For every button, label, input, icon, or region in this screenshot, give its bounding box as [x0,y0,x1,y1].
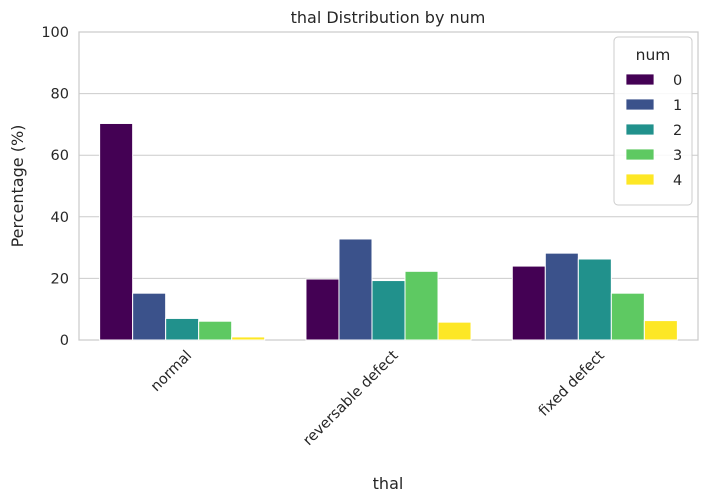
y-axis-label: Percentage (%) [8,125,27,248]
bar-normal-num-1 [132,292,167,341]
y-tick-label: 0 [60,333,69,349]
bar-reversable-defect-num-0 [305,278,340,341]
y-axis-ticks: 0 20 40 60 80 100 [41,25,69,349]
bar-fixed-defect-num-0 [511,265,546,341]
legend-label-3: 3 [673,148,682,164]
bar-reversable-defect-num-3 [404,270,439,341]
legend-swatch-1 [625,98,655,111]
legend-title: num [636,46,671,64]
legend-swatch-4 [625,173,655,186]
legend-label-4: 4 [673,173,682,189]
bar-normal-num-2 [165,317,200,341]
bar-reversable-defect-num-1 [338,238,373,341]
y-tick-label: 40 [51,210,69,226]
chart-title: thal Distribution by num [291,8,486,27]
y-tick-label: 100 [41,25,69,41]
bar-reversable-defect-num-2 [371,280,406,341]
bar-normal-num-3 [198,320,233,341]
y-tick-label: 60 [51,148,69,164]
legend: num 0 1 2 3 4 [613,36,693,206]
legend-swatch-3 [625,148,655,161]
bar-fixed-defect-num-2 [577,258,612,341]
legend-swatch-0 [625,73,655,86]
bar-fixed-defect-num-1 [544,252,579,341]
x-axis-ticks: normal reversable defect fixed defect [148,348,608,449]
bars-group [99,122,678,341]
legend-swatch-2 [625,123,655,136]
legend-label-0: 0 [673,73,682,89]
bar-normal-num-4 [231,336,266,341]
bar-normal-num-0 [99,122,134,341]
bar-fixed-defect-num-3 [610,292,645,341]
bar-fixed-defect-num-4 [643,320,678,341]
legend-label-2: 2 [673,123,682,139]
bar-reversable-defect-num-4 [437,321,472,341]
x-tick-label: fixed defect [536,348,608,420]
legend-label-1: 1 [673,98,682,114]
x-tick-label: normal [148,348,195,395]
y-tick-label: 80 [51,87,69,103]
x-tick-label: reversable defect [300,348,401,449]
y-tick-label: 20 [51,271,69,287]
x-axis-label: thal [373,474,404,493]
